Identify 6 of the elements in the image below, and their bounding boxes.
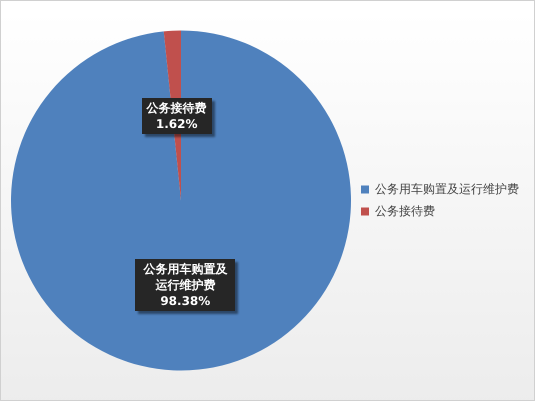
- data-label: 98.38%: [159, 293, 212, 310]
- legend-label: 公务接待费: [375, 204, 435, 218]
- slice-label: 公务接待费: [146, 100, 207, 116]
- data-label: 1.62%: [154, 116, 198, 132]
- slice-label: 公务用车购置及运行维护费: [142, 261, 228, 294]
- legend-label: 公务用车购置及运行维护费: [375, 182, 519, 196]
